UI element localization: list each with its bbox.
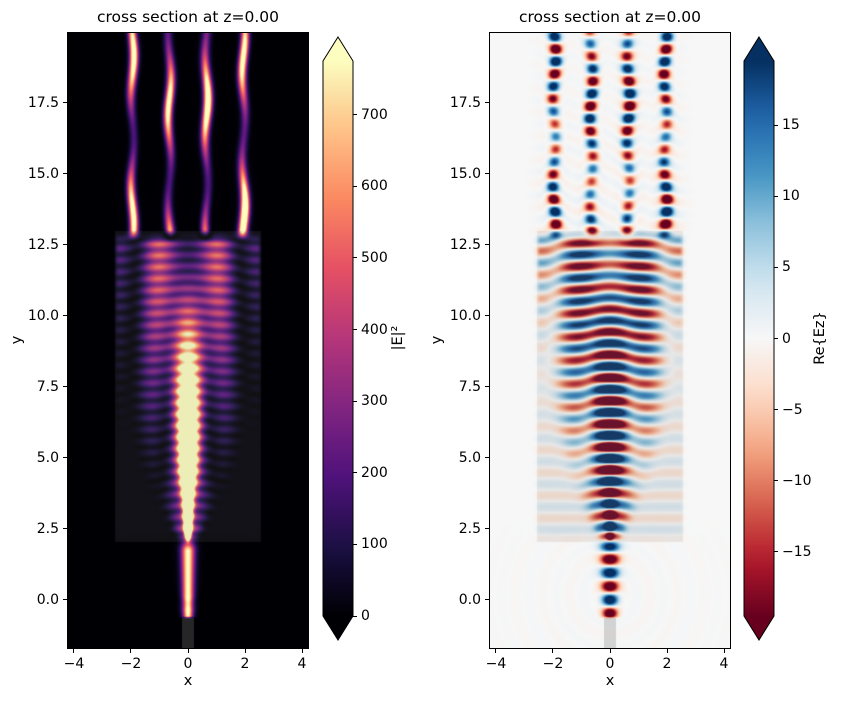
colorbar-tick-label: 300 [361, 393, 388, 410]
y-tick-mark [485, 173, 489, 175]
x-tick-label: 2 [240, 656, 250, 672]
x-tick-mark [552, 649, 554, 653]
x-tick-label: 0 [183, 656, 193, 672]
y-tick-label: 0.0 [36, 591, 59, 608]
x-tick-mark [301, 649, 303, 653]
colorbar-tick-mark [774, 195, 778, 197]
colorbar-tick-label: 400 [361, 321, 388, 338]
y-tick-mark [485, 457, 489, 459]
colorbar-tick-mark [353, 329, 357, 331]
colorbar-tick-mark [353, 114, 357, 116]
y-tick-label: 12.5 [449, 236, 481, 253]
x-tick-mark [609, 649, 611, 653]
y-tick-label: 17.5 [449, 94, 481, 111]
colorbar-tick-mark [353, 257, 357, 259]
y-axis-label-left: y [9, 335, 25, 345]
y-tick-label: 0.0 [458, 591, 481, 608]
colorbar-gradient [743, 36, 775, 641]
x-tick-mark [244, 649, 246, 653]
x-tick-label: −2 [542, 656, 564, 672]
colorbar-ez [743, 36, 775, 646]
colorbar-tick-label: 0 [782, 330, 791, 347]
x-tick-label: 4 [719, 656, 729, 672]
colorbar-tick-mark [353, 185, 357, 187]
x-tick-label: −4 [485, 656, 507, 672]
colorbar-tick-mark [774, 409, 778, 411]
y-axis-label-right: y [429, 335, 445, 345]
x-tick-mark [666, 649, 668, 653]
y-tick-mark [485, 102, 489, 104]
x-tick-label: 0 [605, 656, 615, 672]
plot-right-area [489, 32, 731, 649]
colorbar-tick-label: 500 [361, 249, 388, 266]
y-tick-label: 5.0 [458, 449, 481, 466]
x-tick-mark [723, 649, 725, 653]
y-tick-mark [63, 244, 67, 246]
x-axis-label-right: x [605, 673, 615, 689]
colorbar-tick-mark [774, 124, 778, 126]
y-tick-mark [485, 528, 489, 530]
y-tick-mark [63, 599, 67, 601]
x-tick-label: 4 [297, 656, 307, 672]
plot-left-title: cross section at z=0.00 [96, 8, 279, 26]
plot-right-title: cross section at z=0.00 [518, 8, 701, 26]
y-tick-label: 2.5 [36, 520, 59, 537]
colorbar-tick-label: −5 [782, 401, 803, 418]
colorbar-tick-label: 0 [361, 608, 370, 624]
x-tick-label: 2 [662, 656, 672, 672]
colorbar-tick-label: 10 [782, 188, 800, 205]
colorbar-tick-mark [353, 615, 357, 617]
x-tick-mark [73, 649, 75, 653]
colorbar-tick-label: 15 [782, 117, 800, 134]
y-tick-mark [63, 528, 67, 530]
y-tick-label: 10.0 [27, 307, 59, 324]
y-tick-mark [63, 102, 67, 104]
plot-left-area [67, 32, 309, 649]
y-tick-label: 2.5 [458, 520, 481, 537]
heatmap-intensity-canvas [68, 33, 308, 648]
colorbar-tick-mark [774, 551, 778, 553]
y-tick-label: 7.5 [458, 378, 481, 395]
y-tick-mark [63, 315, 67, 317]
y-tick-label: 10.0 [449, 307, 481, 324]
colorbar-tick-label: 600 [361, 178, 388, 195]
colorbar-intensity [322, 36, 354, 646]
colorbar-tick-mark [353, 543, 357, 545]
x-axis-label-left: x [183, 673, 193, 689]
y-tick-label: 7.5 [36, 378, 59, 395]
y-tick-mark [485, 599, 489, 601]
y-tick-mark [63, 457, 67, 459]
colorbar-tick-label: −15 [782, 543, 812, 560]
colorbar-tick-mark [774, 338, 778, 339]
colorbar-tick-label: 200 [361, 464, 388, 481]
heatmap-ez-canvas [490, 33, 730, 648]
colorbar-tick-mark [353, 472, 357, 474]
y-tick-label: 17.5 [27, 94, 59, 111]
x-tick-label: −4 [63, 656, 85, 672]
y-tick-mark [485, 386, 489, 388]
colorbar-tick-mark [774, 266, 778, 268]
y-tick-label: 12.5 [27, 236, 59, 253]
x-tick-label: −2 [120, 656, 142, 672]
colorbar-tick-label: 700 [361, 106, 388, 123]
colorbar-tick-label: 5 [782, 259, 791, 276]
y-tick-label: 5.0 [36, 449, 59, 466]
x-tick-mark [187, 649, 189, 653]
y-tick-mark [485, 244, 489, 246]
colorbar-gradient [322, 36, 354, 641]
x-tick-mark [495, 649, 497, 653]
colorbar-tick-mark [774, 480, 778, 482]
colorbar-tick-mark [353, 400, 357, 402]
colorbar-tick-label: −10 [782, 472, 812, 489]
colorbar-tick-label: 100 [361, 536, 388, 553]
y-tick-mark [485, 315, 489, 317]
y-tick-mark [63, 173, 67, 175]
y-tick-label: 15.0 [27, 165, 59, 182]
y-tick-mark [63, 386, 67, 388]
y-tick-label: 15.0 [449, 165, 481, 182]
x-tick-mark [130, 649, 132, 653]
